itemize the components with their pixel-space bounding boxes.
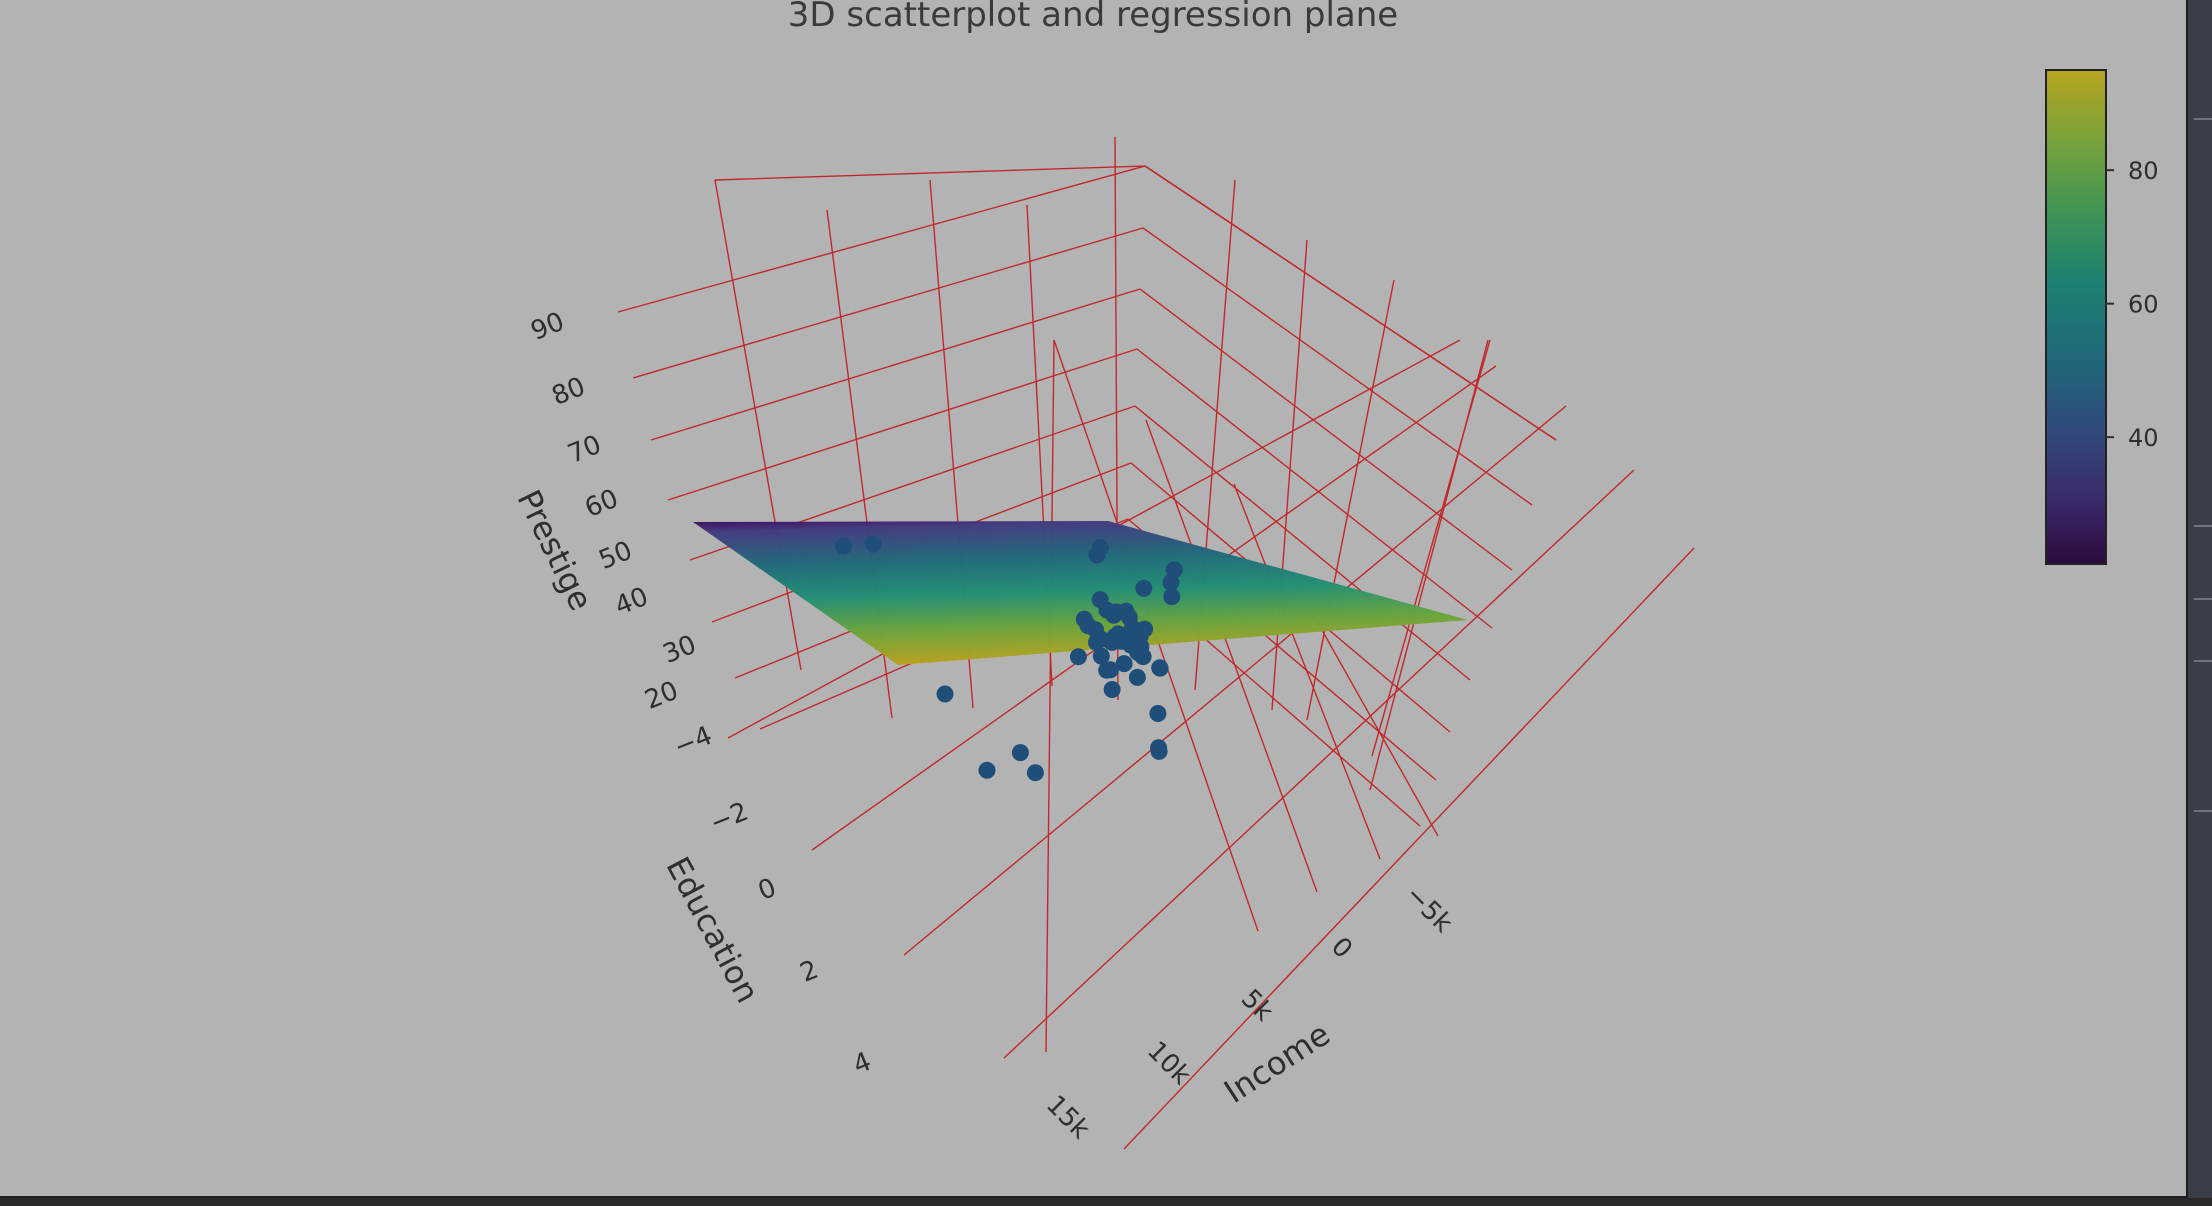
- data-point[interactable]: [1162, 574, 1180, 591]
- grid-line: [1145, 419, 1318, 893]
- chart-title: 3D scatterplot and regression plane: [788, 0, 1398, 35]
- grid-line: [1136, 348, 1493, 629]
- data-point[interactable]: [1092, 647, 1110, 665]
- axis-title-income: Income: [1217, 1015, 1336, 1111]
- tick-label-income: 15k: [1040, 1090, 1095, 1145]
- grid-line: [632, 227, 1144, 379]
- data-point[interactable]: [1011, 744, 1029, 762]
- data-point[interactable]: [1135, 579, 1153, 597]
- grid-line: [1134, 405, 1471, 681]
- grid-line: [1306, 279, 1395, 721]
- regression-plane: [693, 521, 1468, 665]
- grid-line: [1045, 339, 1055, 1053]
- tick-label-prestige: 80: [548, 372, 590, 412]
- data-point[interactable]: [1132, 638, 1150, 656]
- colorbar: 40 60 80: [2045, 69, 2159, 565]
- data-point[interactable]: [1103, 681, 1121, 698]
- colorbar-tick-label: 80: [2128, 157, 2159, 185]
- bottom-border-strip: [0, 1198, 2212, 1206]
- grid-line: [1271, 239, 1308, 711]
- data-point[interactable]: [1079, 617, 1097, 635]
- data-point[interactable]: [1115, 655, 1133, 673]
- data-point[interactable]: [1163, 588, 1181, 606]
- axis-title-education: Education: [659, 851, 767, 1010]
- tick-label-education: −2: [706, 797, 753, 839]
- tick-label-prestige: 30: [659, 630, 701, 670]
- data-point[interactable]: [1128, 668, 1146, 686]
- grid-line: [1144, 165, 1557, 441]
- tick-label-prestige: 70: [564, 430, 606, 470]
- grid-line: [1123, 547, 1695, 1150]
- data-point[interactable]: [1150, 742, 1168, 760]
- grid-line: [1139, 288, 1513, 571]
- tick-label-income: 0: [1325, 932, 1358, 965]
- strip-mark: [2194, 660, 2212, 662]
- data-point[interactable]: [1151, 659, 1169, 677]
- tick-label-education: 4: [849, 1047, 876, 1081]
- grid-line: [617, 165, 1146, 313]
- data-point[interactable]: [1091, 591, 1109, 609]
- data-point[interactable]: [936, 685, 954, 703]
- grid-line: [903, 405, 1567, 956]
- plane-layer: [693, 521, 1468, 665]
- strip-mark: [2194, 810, 2212, 812]
- tick-label-prestige: 90: [527, 307, 569, 347]
- data-point[interactable]: [1091, 539, 1109, 557]
- grid-line: [714, 165, 1146, 181]
- colorbar-ticks: 40 60 80: [2106, 157, 2159, 452]
- grid-line: [1369, 339, 1489, 791]
- tick-label-education: −4: [670, 721, 717, 763]
- tick-label-education: 0: [754, 873, 781, 907]
- tick-label-education: 2: [796, 955, 823, 989]
- tick-label-income: 5k: [1235, 984, 1279, 1028]
- colorbar-tick-label: 40: [2128, 424, 2159, 452]
- right-scrollbar-strip: [2188, 0, 2212, 1206]
- data-point[interactable]: [1098, 661, 1116, 679]
- data-point[interactable]: [864, 535, 882, 553]
- tick-label-prestige: 60: [581, 484, 623, 524]
- tick-label-prestige: 50: [595, 536, 637, 576]
- tick-label-income: 10k: [1141, 1036, 1196, 1091]
- tick-label-income: −5k: [1399, 880, 1458, 939]
- grid-line: [1142, 227, 1533, 506]
- colorbar-bar: [2045, 69, 2107, 565]
- tick-label-prestige: 20: [641, 676, 683, 716]
- data-point[interactable]: [1149, 705, 1167, 722]
- tick-label-prestige: 40: [611, 582, 653, 622]
- data-point[interactable]: [835, 537, 853, 555]
- strip-mark: [2194, 118, 2212, 120]
- strip-mark: [2194, 598, 2212, 600]
- grid-line: [1003, 469, 1635, 1059]
- grid-line: [714, 179, 802, 671]
- points-layer[interactable]: [835, 535, 1183, 782]
- data-point[interactable]: [1109, 625, 1127, 643]
- data-point[interactable]: [978, 761, 996, 779]
- grid-line: [650, 288, 1141, 441]
- grid-line: [667, 348, 1138, 501]
- colorbar-tick-label: 60: [2128, 291, 2159, 319]
- data-point[interactable]: [1026, 764, 1044, 782]
- strip-mark: [2194, 525, 2212, 527]
- data-point[interactable]: [1069, 648, 1087, 666]
- data-point[interactable]: [1088, 633, 1105, 651]
